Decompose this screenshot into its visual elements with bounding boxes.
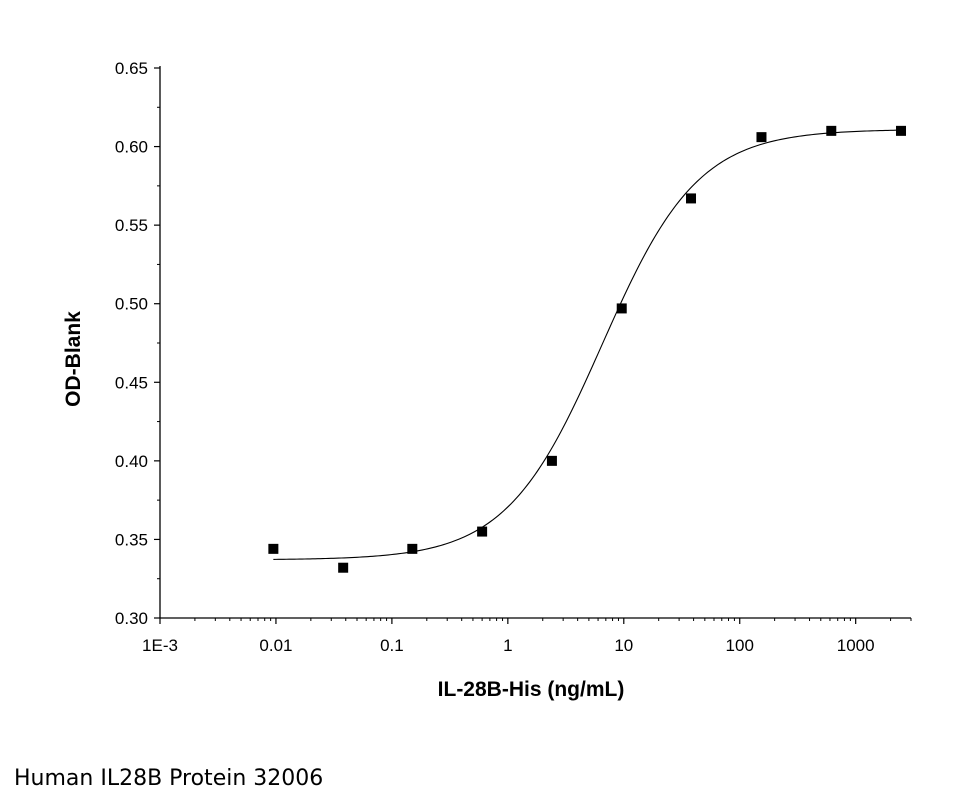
x-tick-label: 10 — [614, 636, 633, 655]
x-tick-label: 1E-3 — [142, 636, 178, 655]
x-tick-label: 0.1 — [380, 636, 404, 655]
y-tick-label: 0.55 — [115, 216, 148, 235]
axes: 0.30 0.35 0.40 0.45 0.50 0.55 0.60 0.65 1E-3 0.01… — [115, 59, 912, 655]
data-point — [268, 543, 279, 554]
data-points — [268, 125, 907, 573]
x-tick-label: 1 — [503, 636, 512, 655]
data-point — [896, 125, 907, 136]
y-axis-title: OD-Blank — [62, 311, 85, 407]
y-tick-label: 0.65 — [115, 59, 148, 78]
y-tick-label: 0.40 — [115, 452, 148, 471]
figure-caption: Human IL28B Protein 32006 — [14, 766, 324, 791]
y-tick-label: 0.45 — [115, 373, 148, 392]
fit-curve-layer — [273, 129, 902, 560]
x-tick-label: 0.01 — [259, 636, 292, 655]
data-point — [477, 526, 488, 537]
data-point — [338, 562, 349, 573]
data-point — [616, 303, 627, 314]
fit-curve — [273, 129, 902, 560]
x-tick-label: 1000 — [837, 636, 875, 655]
data-point — [686, 193, 697, 204]
data-point — [546, 455, 557, 466]
y-tick-label: 0.35 — [115, 530, 148, 549]
data-point — [407, 543, 418, 554]
y-tick-label: 0.30 — [115, 609, 148, 628]
y-tick-label: 0.50 — [115, 295, 148, 314]
x-tick-label: 100 — [726, 636, 754, 655]
data-point — [826, 125, 837, 136]
data-point — [756, 132, 767, 143]
x-axis-title: IL-28B-His (ng/mL) — [438, 678, 625, 701]
y-tick-label: 0.60 — [115, 138, 148, 157]
